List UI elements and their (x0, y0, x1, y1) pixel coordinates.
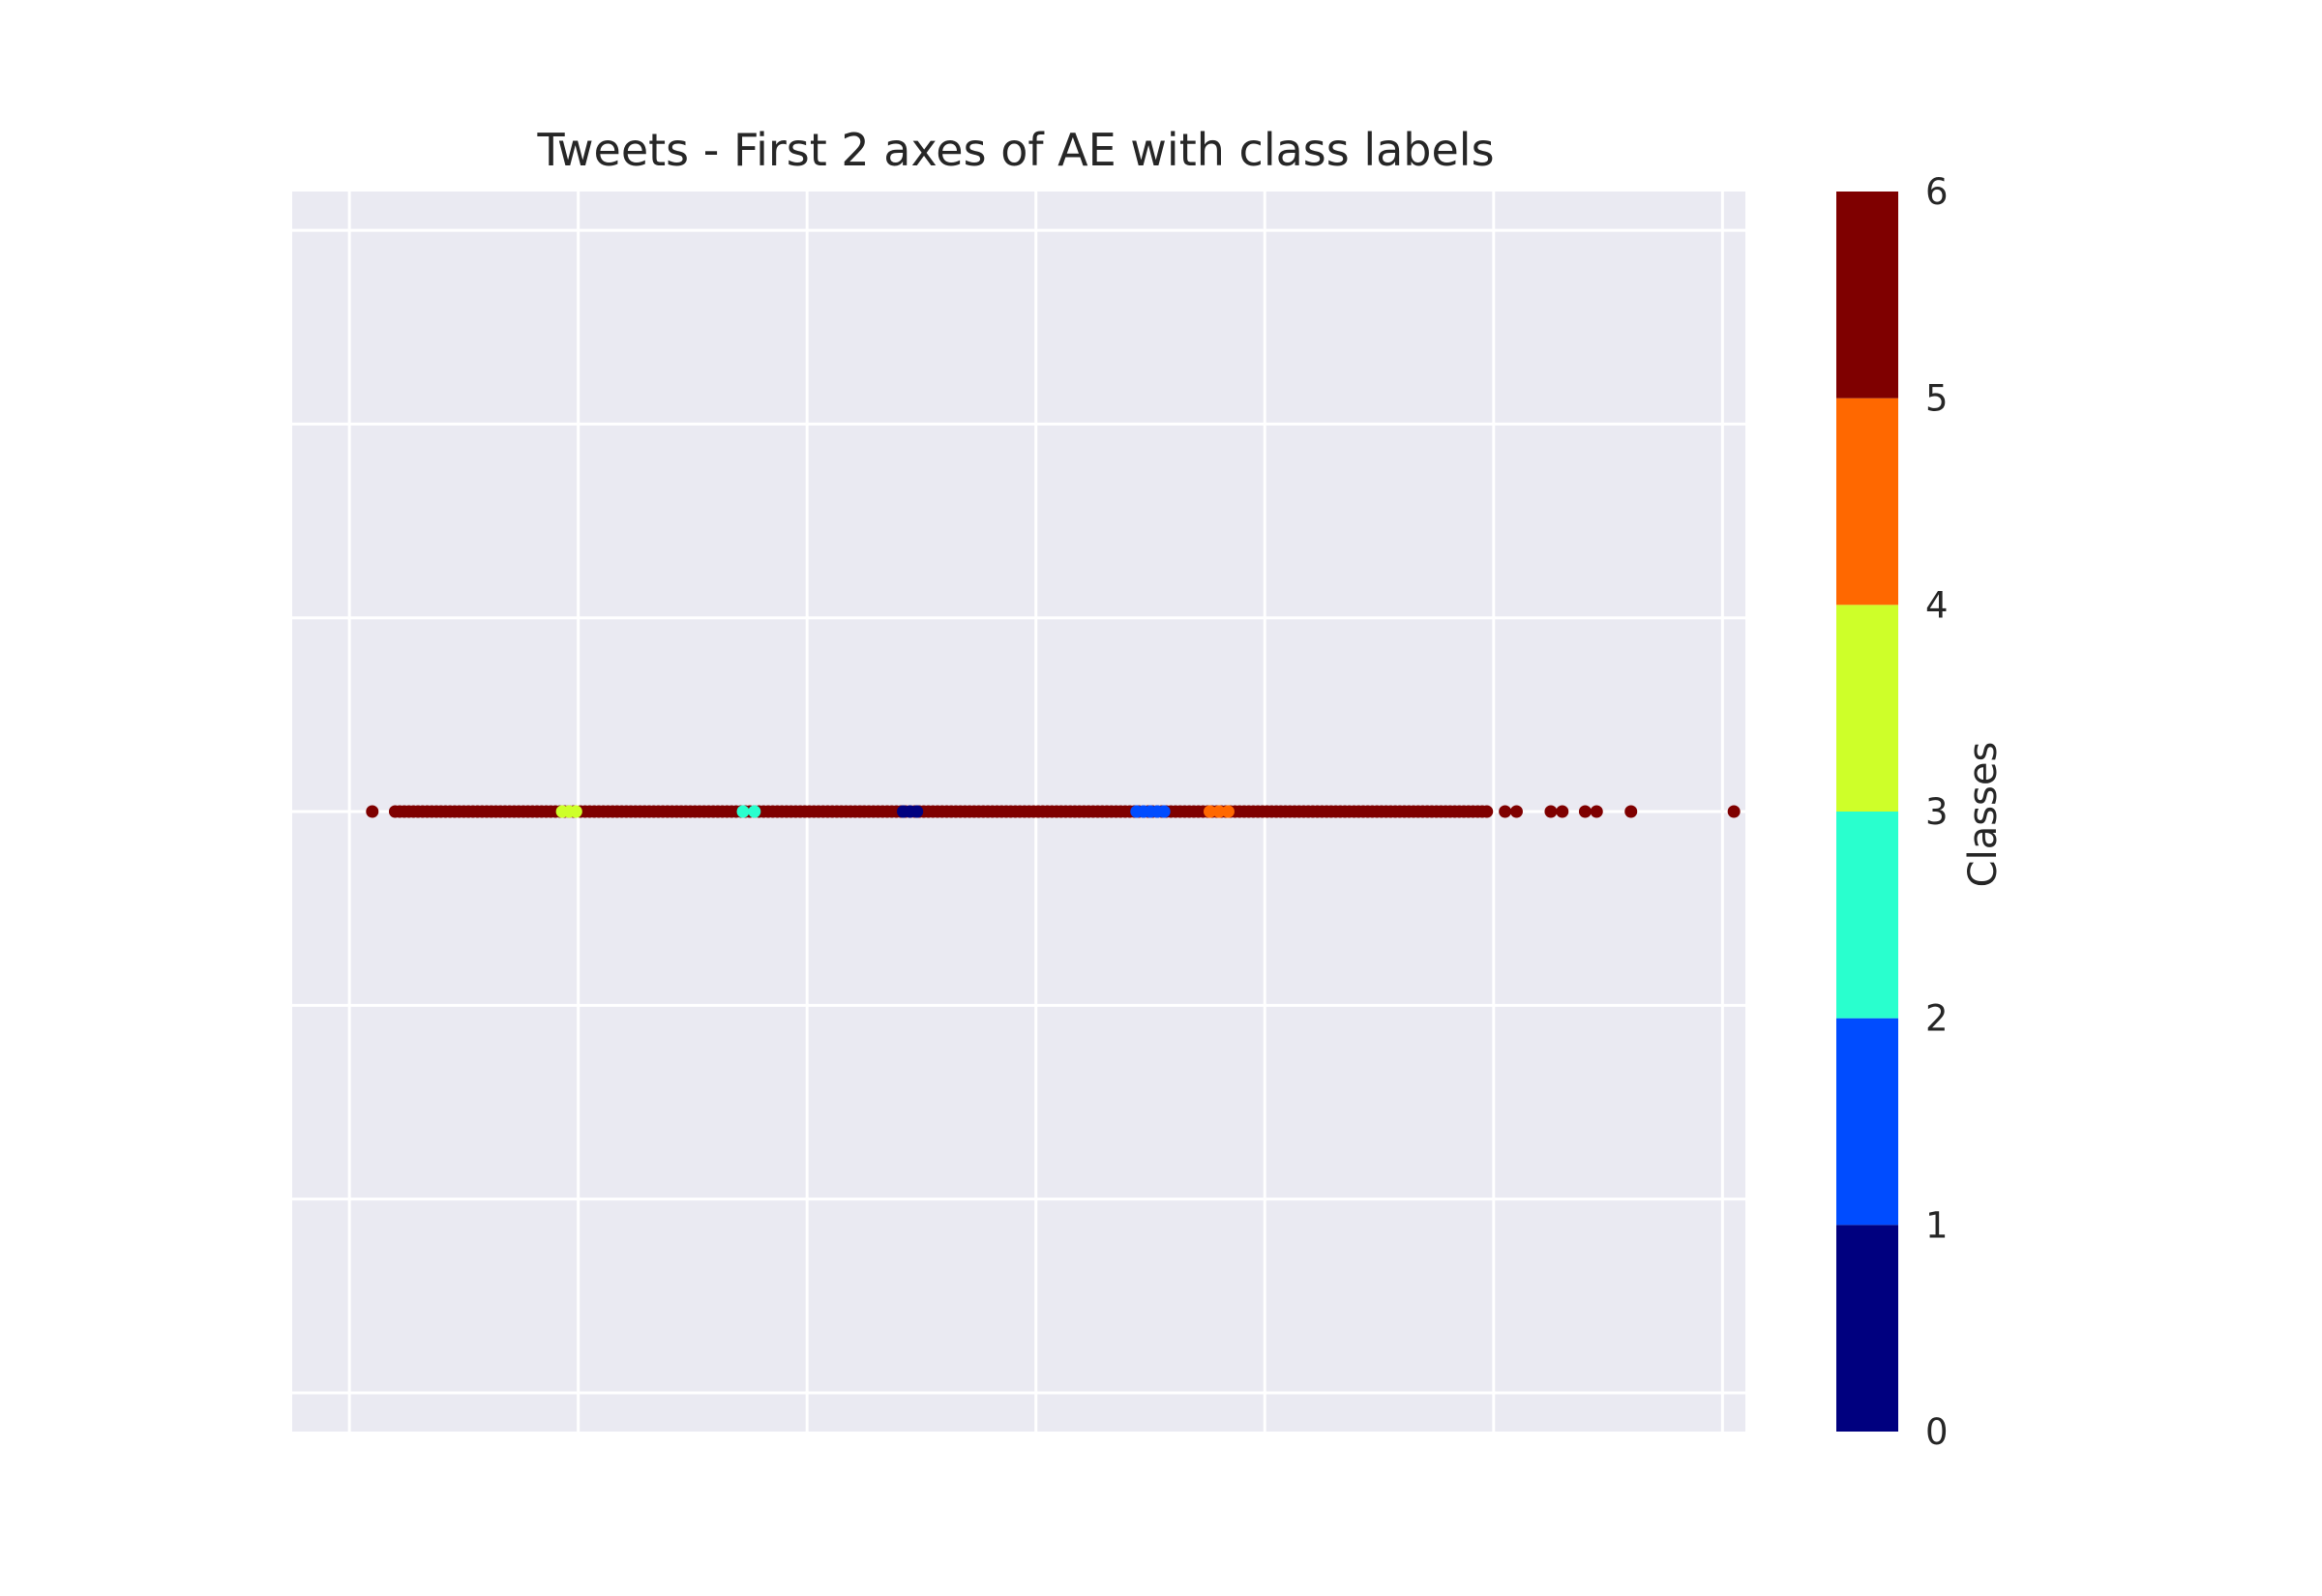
colorbar-bins (1836, 192, 1898, 1432)
scatter-point-class-5 (1499, 805, 1512, 818)
scatter-points (366, 805, 1741, 818)
plot-area (292, 192, 1745, 1432)
scatter-point-class-5 (1624, 805, 1638, 818)
scatter-point-class-5 (366, 805, 379, 818)
colorbar-ticks: 0 1 2 3 4 5 6 (1925, 171, 1949, 1453)
scatter-point-class-5 (1544, 805, 1558, 818)
scatter-point-class-2 (748, 805, 761, 818)
colorbar-tick-label: 5 (1925, 378, 1949, 420)
scatter-point-class-5 (1480, 805, 1494, 818)
colorbar-label: Classes (1961, 742, 2006, 888)
scatter-point-class-2 (736, 805, 750, 818)
colorbar-bin (1836, 1018, 1898, 1226)
scatter-point-class-5 (1578, 805, 1592, 818)
colorbar-tick-label: 6 (1925, 171, 1949, 213)
scatter-point-class-1 (1157, 805, 1171, 818)
colorbar-bin (1836, 192, 1898, 399)
colorbar-tick-label: 3 (1925, 791, 1949, 833)
colorbar-bin (1836, 398, 1898, 606)
colorbar-tick-label: 4 (1925, 584, 1949, 626)
scatter-point-class-0 (910, 805, 924, 818)
colorbar-tick-label: 2 (1925, 998, 1949, 1040)
scatter-point-class-5 (1727, 805, 1741, 818)
colorbar: 0 1 2 3 4 5 6 Classes (1836, 171, 2006, 1453)
colorbar-tick-label: 1 (1925, 1204, 1949, 1246)
scatter-point-class-4 (1221, 805, 1235, 818)
colorbar-bin (1836, 1225, 1898, 1432)
colorbar-tick-label: 0 (1925, 1411, 1949, 1453)
colorbar-bin (1836, 605, 1898, 812)
scatter-point-class-5 (1556, 805, 1569, 818)
chart-title: Tweets - First 2 axes of AE with class l… (536, 124, 1494, 176)
scatter-point-class-4 (1212, 805, 1226, 818)
scatter-point-class-5 (1590, 805, 1603, 818)
scatter-point-class-5 (1509, 805, 1523, 818)
scatter-point-class-4 (1204, 805, 1217, 818)
scatter-point-class-3 (569, 805, 582, 818)
colorbar-bin (1836, 812, 1898, 1019)
